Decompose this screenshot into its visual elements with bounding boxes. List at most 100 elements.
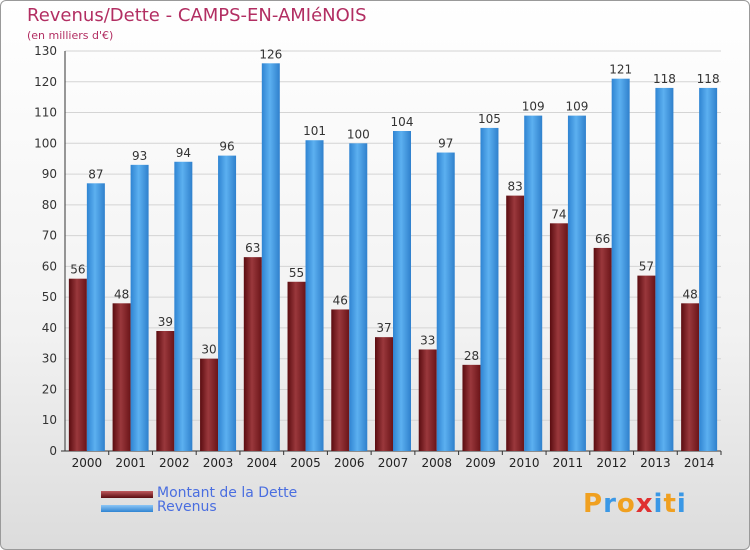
y-tick-label: 60 [42, 259, 57, 273]
x-tick-label: 2004 [247, 456, 278, 470]
bar-value-label: 63 [245, 241, 260, 255]
y-tick-label: 50 [42, 290, 57, 304]
bar-value-label: 105 [478, 112, 501, 126]
bar-value-label: 93 [132, 149, 147, 163]
proxiti-logo: Proxiti [583, 489, 687, 519]
bar-dette [200, 358, 219, 451]
bar-value-label: 46 [333, 293, 348, 307]
bar-value-label: 97 [438, 137, 453, 151]
bar-value-label: 96 [219, 140, 234, 154]
bar-value-label: 83 [508, 180, 523, 194]
bar-value-label: 74 [551, 207, 566, 221]
bar-revenus [436, 152, 455, 452]
bar-revenus [130, 164, 149, 451]
bar-revenus [305, 140, 324, 451]
bar-dette [418, 349, 437, 451]
bar-value-label: 39 [158, 315, 173, 329]
logo-letter: x [635, 489, 654, 519]
bar-dette [681, 303, 700, 451]
bar-revenus [218, 155, 237, 451]
y-tick-label: 10 [42, 413, 57, 427]
x-tick-label: 2005 [290, 456, 321, 470]
bar-dette [462, 364, 481, 451]
bar-revenus [480, 127, 499, 451]
bar-revenus [349, 143, 368, 452]
logo-letter: o [616, 489, 636, 519]
x-tick-label: 2006 [334, 456, 365, 470]
bar-value-label: 121 [609, 63, 632, 77]
bar-revenus [86, 183, 105, 452]
bar-dette [506, 195, 525, 451]
x-tick-label: 2003 [203, 456, 234, 470]
bar-dette [156, 331, 175, 451]
x-tick-label: 2000 [72, 456, 103, 470]
y-tick-label: 80 [42, 198, 57, 212]
bar-value-label: 94 [176, 146, 191, 160]
bar-value-label: 37 [376, 321, 391, 335]
logo-letter: t [663, 489, 677, 519]
bar-value-label: 100 [347, 127, 370, 141]
bar-value-label: 118 [697, 72, 720, 86]
bar-value-label: 48 [114, 287, 129, 301]
bar-revenus [611, 78, 630, 451]
chart-subtitle: (en milliers d'€) [27, 29, 114, 42]
bar-revenus [393, 131, 411, 451]
bar-dette [243, 257, 262, 451]
logo-letter: i [653, 489, 664, 519]
logo-letter: i [676, 489, 687, 519]
x-tick-label: 2011 [553, 456, 584, 470]
bar-value-label: 87 [88, 167, 103, 181]
bar-dette [331, 309, 350, 451]
bar-revenus [174, 161, 193, 451]
bar-dette [637, 275, 656, 451]
bar-value-label: 126 [259, 47, 282, 61]
bar-dette [375, 337, 393, 451]
y-tick-label: 90 [42, 167, 57, 181]
x-tick-label: 2010 [509, 456, 540, 470]
bar-dette [68, 278, 87, 451]
x-tick-label: 2002 [159, 456, 190, 470]
bar-revenus [655, 87, 674, 451]
bar-value-label: 33 [420, 333, 435, 347]
x-tick-label: 2008 [421, 456, 452, 470]
y-tick-label: 120 [34, 75, 57, 89]
bar-value-label: 48 [682, 287, 697, 301]
bar-revenus [567, 115, 586, 451]
bar-revenus [699, 87, 718, 451]
legend-swatch-revenus [101, 505, 153, 512]
chart-title: Revenus/Dette - CAMPS-EN-AMIéNOIS [27, 5, 367, 26]
bar-value-label: 56 [70, 263, 85, 277]
y-tick-label: 20 [42, 382, 57, 396]
bar-dette [287, 281, 306, 451]
bar-value-label: 101 [303, 124, 326, 138]
bar-value-label: 109 [565, 100, 588, 114]
y-tick-label: 130 [34, 44, 57, 58]
legend-label-revenus: Revenus [157, 499, 217, 515]
bar-value-label: 57 [639, 260, 654, 274]
y-tick-label: 70 [42, 229, 57, 243]
x-tick-label: 2014 [684, 456, 715, 470]
x-tick-label: 2009 [465, 456, 496, 470]
bar-value-label: 118 [653, 72, 676, 86]
x-tick-label: 2013 [640, 456, 671, 470]
x-tick-label: 2012 [596, 456, 627, 470]
bar-revenus [524, 115, 543, 451]
legend-label-dette: Montant de la Dette [157, 485, 298, 501]
bar-value-label: 66 [595, 232, 610, 246]
bar-value-label: 109 [522, 100, 545, 114]
y-tick-label: 100 [34, 136, 57, 150]
x-tick-label: 2001 [115, 456, 146, 470]
legend-swatch-dette [101, 491, 153, 498]
bar-value-label: 28 [464, 349, 479, 363]
y-tick-label: 0 [49, 444, 57, 458]
y-tick-label: 30 [42, 352, 57, 366]
logo-letter: P [583, 489, 604, 519]
logo-letter: r [603, 489, 617, 519]
y-tick-label: 40 [42, 321, 57, 335]
bar-value-label: 30 [201, 343, 216, 357]
bar-value-label: 104 [391, 115, 414, 129]
x-tick-label: 2007 [378, 456, 409, 470]
bar-dette [112, 303, 131, 451]
